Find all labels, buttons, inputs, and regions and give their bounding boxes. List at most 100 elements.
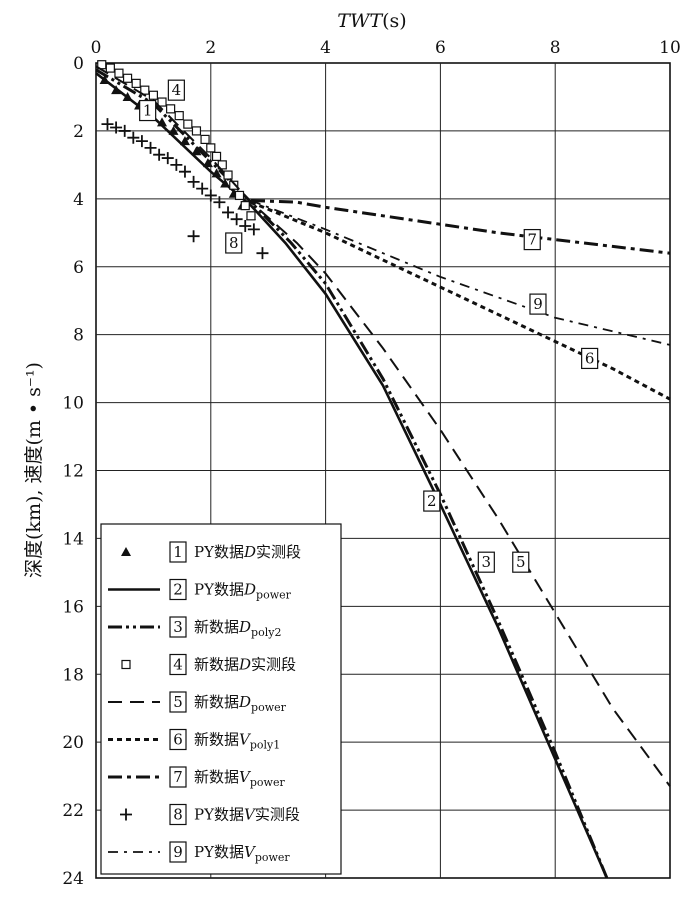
series-4-point [166, 104, 176, 114]
legend-swatch-1 [121, 547, 131, 556]
curve-label-number: 5 [516, 553, 526, 571]
legend-number-box [169, 578, 187, 601]
legend-label: 新数据Vpower [194, 768, 285, 789]
legend-number: 7 [173, 768, 183, 786]
series-1-point [179, 136, 190, 146]
legend-item-2: 2 PY数据Dpower [108, 578, 292, 602]
legend-item-4: 4 新数据D实测段 [121, 653, 296, 676]
series-7-line [250, 199, 671, 255]
curve-label-number: 1 [143, 102, 153, 120]
series-layer [95, 60, 671, 879]
legend-number: 5 [173, 693, 183, 711]
series-4-point [183, 119, 193, 129]
series-4-point [211, 151, 222, 161]
y-tick-label: 0 [73, 54, 84, 74]
curve-label-8: 8 [225, 232, 243, 254]
legend-number-box [169, 691, 187, 713]
legend-swatch-4 [121, 659, 131, 670]
y-tick-label: 12 [62, 462, 84, 482]
series-7 [250, 199, 671, 255]
legend-label: PY数据Dpower [194, 581, 292, 602]
legend-number: 8 [173, 806, 183, 824]
series-8-point [204, 189, 217, 202]
legend-box [100, 523, 342, 875]
series-3-line [95, 68, 609, 879]
curve-label-box [581, 347, 599, 370]
legend-label: PY数据D实测段 [194, 543, 301, 561]
y-tick-label: 4 [73, 190, 84, 210]
legend-number: 3 [173, 618, 183, 636]
curve-label-box [512, 551, 530, 573]
series-4-point [157, 97, 167, 107]
series-6-line [250, 200, 671, 401]
series-4-point [229, 180, 239, 190]
curve-labels: 1 4 8 7 9 6 2 3 5 [139, 79, 599, 573]
y-tick-label: 14 [62, 529, 84, 549]
series-8-point [170, 158, 183, 171]
curve-label-number: 9 [533, 295, 543, 313]
legend-item-5: 5 新数据Dpower [108, 691, 287, 714]
y-tick-label: 16 [62, 597, 84, 617]
legend-number: 1 [173, 543, 183, 561]
curve-label-box [225, 232, 243, 254]
series-8-point [161, 152, 174, 165]
series-5-line [95, 65, 671, 787]
series-4-point [105, 63, 115, 73]
series-8-point [196, 182, 209, 195]
series-4-point [122, 73, 133, 83]
curve-label-box [423, 490, 441, 512]
y-tick-label: 20 [62, 733, 84, 753]
legend-number-box [169, 803, 187, 826]
curve-label-number: 7 [527, 231, 537, 249]
legend-number-box [169, 653, 187, 676]
series-4-point [174, 111, 184, 121]
y-tick-label: 2 [73, 122, 84, 142]
series-8-point [222, 206, 235, 219]
x-tick-label: 2 [205, 38, 216, 58]
series-4-point [191, 126, 202, 136]
series-4-point [206, 143, 216, 153]
legend-label: 新数据D实测段 [194, 656, 296, 674]
series-8-point [187, 230, 200, 243]
curve-label-number: 6 [585, 349, 595, 367]
series-8-point [153, 148, 166, 161]
x-tick-label: 8 [550, 38, 561, 58]
series-8-point [178, 165, 191, 178]
curve-label-2: 2 [423, 490, 441, 512]
legend-item-8: 8 PY数据V实测段 [120, 803, 300, 826]
legend-number-box [169, 728, 187, 751]
series-2 [95, 72, 609, 879]
legend-item-3: 3 新数据Dpoly2 [108, 616, 281, 639]
y-tick-label: 8 [73, 326, 84, 346]
y-tick-label: 24 [62, 869, 84, 889]
legend-number-box [169, 766, 187, 788]
legend-number: 9 [173, 843, 183, 861]
curve-label-4: 4 [167, 79, 185, 101]
series-8-point [127, 131, 140, 144]
legend-swatch-8 [120, 808, 132, 821]
curve-label-number: 2 [427, 492, 437, 510]
legend-number-box [169, 841, 187, 863]
series-8-point [135, 135, 148, 148]
curve-label-6: 6 [581, 347, 599, 370]
legend-number: 4 [173, 656, 183, 674]
x-axis-ticks: 0 2 4 6 8 10 [91, 38, 681, 58]
legend-number: 6 [173, 731, 183, 749]
curve-label-box [477, 551, 495, 573]
series-4-point [234, 190, 245, 201]
y-tick-label: 18 [62, 665, 84, 685]
series-4-point [246, 211, 256, 221]
series-1-point [191, 146, 202, 156]
series-8-point [247, 223, 260, 236]
legend-number-box [169, 616, 187, 638]
series-8-point [187, 175, 200, 188]
legend-item-6: 6 新数据Vpoly1 [108, 728, 280, 752]
series-5 [95, 65, 671, 787]
curve-label-box [529, 293, 547, 315]
curve-label-7: 7 [523, 228, 541, 251]
legend-label: PY数据V实测段 [194, 806, 300, 824]
curve-label-number: 3 [482, 553, 492, 571]
series-3 [95, 68, 609, 879]
